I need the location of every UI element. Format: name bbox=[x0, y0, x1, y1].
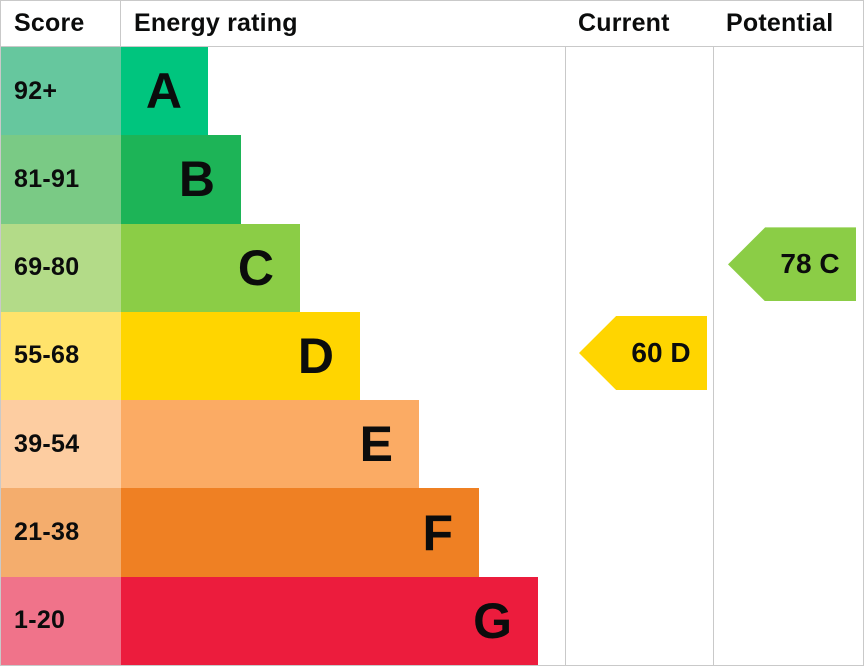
divider-current-potential bbox=[713, 1, 714, 665]
band-row-g: 1-20 G bbox=[1, 576, 863, 665]
divider-rating-current bbox=[565, 1, 566, 665]
header-current: Current bbox=[578, 9, 670, 37]
band-row-e: 39-54 E bbox=[1, 400, 863, 489]
header-score: Score bbox=[1, 1, 121, 46]
header-energy-rating: Energy rating bbox=[134, 9, 298, 37]
score-range-g: 1-20 bbox=[1, 576, 121, 665]
rating-bar-c: C bbox=[121, 223, 300, 312]
table-header: Score Energy rating Current Potential bbox=[1, 1, 863, 47]
band-row-b: 81-91 B bbox=[1, 135, 863, 224]
score-range-f: 21-38 bbox=[1, 488, 121, 577]
band-row-d: 55-68 D bbox=[1, 311, 863, 401]
rating-rows: 92+ A 81-91 B 69-80 C 55-68 D 39-54 E 21… bbox=[1, 47, 863, 665]
rating-bar-a: A bbox=[121, 47, 208, 136]
band-row-a: 92+ A bbox=[1, 47, 863, 136]
score-range-d: 55-68 bbox=[1, 311, 121, 401]
header-potential: Potential bbox=[726, 9, 834, 37]
band-row-f: 21-38 F bbox=[1, 488, 863, 577]
score-range-e: 39-54 bbox=[1, 400, 121, 489]
band-row-c: 69-80 C bbox=[1, 223, 863, 312]
score-range-a: 92+ bbox=[1, 47, 121, 136]
rating-bar-d: D bbox=[121, 311, 360, 401]
score-range-c: 69-80 bbox=[1, 223, 121, 312]
rating-bar-f: F bbox=[121, 488, 479, 577]
potential-rating-label: 78 C bbox=[780, 248, 840, 280]
score-range-b: 81-91 bbox=[1, 135, 121, 224]
rating-bar-e: E bbox=[121, 400, 419, 489]
rating-bar-b: B bbox=[121, 135, 241, 224]
rating-bar-g: G bbox=[121, 576, 538, 665]
current-rating-label: 60 D bbox=[631, 337, 691, 368]
